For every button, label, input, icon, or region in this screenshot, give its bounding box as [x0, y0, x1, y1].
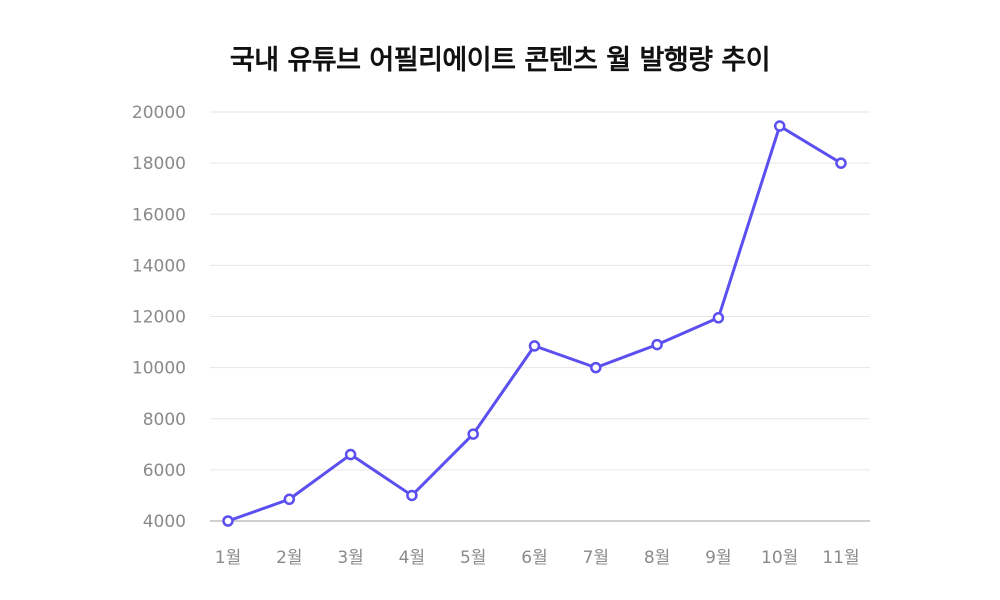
- data-point: [773, 120, 786, 132]
- data-point: [590, 361, 602, 374]
- y-tick-label: 6000: [143, 461, 186, 481]
- y-tick-label: 4000: [143, 512, 186, 532]
- x-tick-label: 7월: [583, 548, 609, 568]
- x-tick-label: 5월: [460, 548, 486, 568]
- y-tick-label: 10000: [132, 359, 186, 379]
- x-tick-label: 6월: [521, 548, 547, 568]
- x-tick-label: 3월: [337, 548, 363, 568]
- chart-title: 국내 유튜브 어필리에이트 콘텐츠 월 발행량 추이: [229, 45, 771, 76]
- x-tick-label: 4월: [399, 548, 425, 568]
- x-axis: 1월 2월 3월 4월 5월 6월 7월 8월 9월 10월 11월: [215, 548, 860, 568]
- grid-lines: [210, 111, 870, 522]
- series-layer: [222, 120, 847, 527]
- data-point: [406, 489, 418, 502]
- data-point: [467, 428, 479, 440]
- x-tick-label: 11월: [822, 548, 859, 568]
- y-tick-label: 18000: [132, 154, 186, 174]
- x-tick-label: 9월: [705, 548, 731, 568]
- data-point: [528, 340, 541, 352]
- x-tick-label: 2월: [276, 548, 302, 568]
- data-point: [712, 312, 725, 324]
- y-tick-label: 12000: [132, 308, 186, 328]
- y-axis: 4000 6000 8000 10000 12000 14000 16000 18000 200…: [132, 103, 186, 532]
- data-point: [222, 515, 234, 527]
- x-tick-label: 8월: [644, 548, 670, 568]
- y-tick-label: 8000: [143, 410, 186, 430]
- data-point: [651, 338, 663, 351]
- data-point: [283, 493, 296, 506]
- y-tick-label: 16000: [132, 205, 186, 225]
- x-tick-label: 10월: [761, 548, 798, 568]
- y-tick-label: 20000: [132, 103, 186, 123]
- data-point: [344, 448, 357, 461]
- x-tick-label: 1월: [215, 548, 241, 568]
- series-line: [226, 124, 843, 523]
- y-tick-label: 14000: [132, 256, 186, 276]
- data-point: [835, 157, 847, 169]
